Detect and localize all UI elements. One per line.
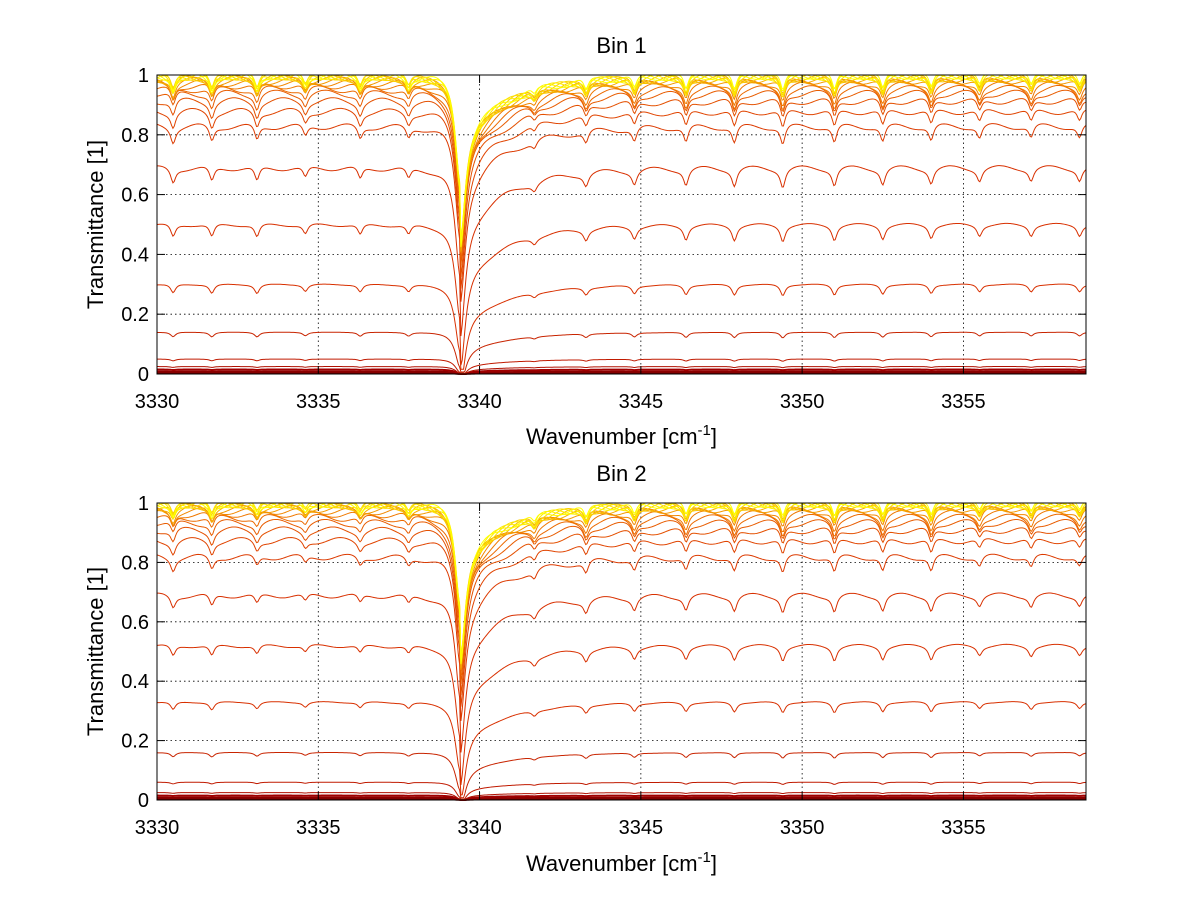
y-tick-label: 0 xyxy=(138,364,149,386)
series-line xyxy=(156,107,1087,289)
series-line xyxy=(156,502,1087,669)
series-line xyxy=(157,370,1087,375)
ticks-bin-2: 3330 3335 3340 3345 3350 3355 0 0.2 0.4 0.6 0.8 1 xyxy=(121,493,1086,839)
x-tick-label: 3340 xyxy=(457,391,502,413)
y-tick-label: 0.4 xyxy=(121,244,149,266)
chart-title-bin-2: Bin 2 xyxy=(596,461,646,486)
series-line xyxy=(156,526,1087,696)
y-tick-label: 0.8 xyxy=(121,552,149,574)
series-line xyxy=(156,792,1087,801)
series-group-bin-1 xyxy=(156,74,1087,375)
x-tick-label: 3330 xyxy=(135,817,180,839)
x-tick-label: 3345 xyxy=(619,817,664,839)
y-tick-label: 0.2 xyxy=(121,304,149,326)
series-line xyxy=(156,502,1086,663)
x-axis-label-sup-bin-2: -1 xyxy=(698,849,711,866)
x-tick-label: 3355 xyxy=(941,391,986,413)
series-line xyxy=(156,643,1087,786)
series-line xyxy=(156,553,1087,721)
series-line xyxy=(157,798,1087,801)
axes-box-bin-2 xyxy=(156,502,1087,801)
x-tick-label: 3355 xyxy=(941,817,986,839)
series-line xyxy=(156,283,1087,370)
series-line xyxy=(157,372,1087,375)
y-axis-label-bin-2: Transmittance [1] xyxy=(83,567,108,736)
series-line xyxy=(156,504,1087,670)
x-tick-label: 3350 xyxy=(780,817,825,839)
y-tick-label: 0 xyxy=(138,790,149,812)
x-axis-label-bin-2: Wavenumber [cm-1] xyxy=(526,849,717,876)
series-line xyxy=(156,518,1087,685)
series-line xyxy=(156,97,1087,277)
x-tick-label: 3335 xyxy=(296,817,341,839)
y-tick-label: 0.6 xyxy=(121,612,149,634)
series-line xyxy=(156,74,1087,248)
series-line xyxy=(156,331,1087,373)
x-axis-label-sup-bin-1: -1 xyxy=(698,422,711,439)
series-line xyxy=(156,751,1087,799)
y-tick-label: 1 xyxy=(138,493,149,515)
axes-box-bin-1 xyxy=(156,74,1087,375)
chart-title-bin-1: Bin 1 xyxy=(596,33,646,58)
y-tick-label: 0.2 xyxy=(121,731,149,753)
x-tick-label: 3335 xyxy=(296,391,341,413)
x-tick-label: 3345 xyxy=(619,391,664,413)
ticks-bin-1: 3330 3335 3340 3345 3350 3355 0 0.2 0.4 0.6 0.8 1 xyxy=(121,65,1086,413)
series-line xyxy=(156,592,1087,753)
y-tick-label: 0.8 xyxy=(121,125,149,147)
y-tick-label: 0.6 xyxy=(121,185,149,207)
series-line xyxy=(156,502,1086,665)
y-tick-label: 0.4 xyxy=(121,671,149,693)
series-line xyxy=(157,74,1087,243)
y-tick-label: 1 xyxy=(138,65,149,87)
series-line xyxy=(156,123,1087,302)
series-line xyxy=(156,78,1087,253)
x-tick-label: 3350 xyxy=(780,391,825,413)
x-tick-label: 3330 xyxy=(135,391,180,413)
series-line xyxy=(157,794,1087,801)
plot-area-bin-2 xyxy=(157,503,1086,800)
series-line xyxy=(156,222,1087,366)
x-tick-label: 3340 xyxy=(457,817,502,839)
series-line xyxy=(156,75,1087,252)
series-line xyxy=(156,537,1087,707)
series-line xyxy=(156,781,1087,800)
series-line xyxy=(157,366,1087,375)
x-axis-label-end-bin-2: ] xyxy=(711,851,717,876)
series-line xyxy=(156,368,1087,375)
x-axis-label-bin-1: Wavenumber [cm-1] xyxy=(526,422,717,449)
series-line xyxy=(156,701,1087,796)
panel-bin-1: 3330 3335 3340 3345 3350 3355 0 0.2 0.4 0.6 0.8 1 B… xyxy=(83,33,1087,449)
x-axis-label-end-bin-1: ] xyxy=(711,424,717,449)
series-line xyxy=(156,513,1087,676)
series-line xyxy=(156,358,1087,374)
series-line xyxy=(157,796,1087,801)
panel-bin-2: 3330 3335 3340 3345 3350 3355 0 0.2 0.4 0.6 0.8 1 B… xyxy=(83,461,1087,876)
series-line xyxy=(156,74,1086,246)
series-line xyxy=(156,89,1087,266)
series-line xyxy=(156,165,1087,337)
y-axis-label-bin-1: Transmittance [1] xyxy=(83,140,108,309)
